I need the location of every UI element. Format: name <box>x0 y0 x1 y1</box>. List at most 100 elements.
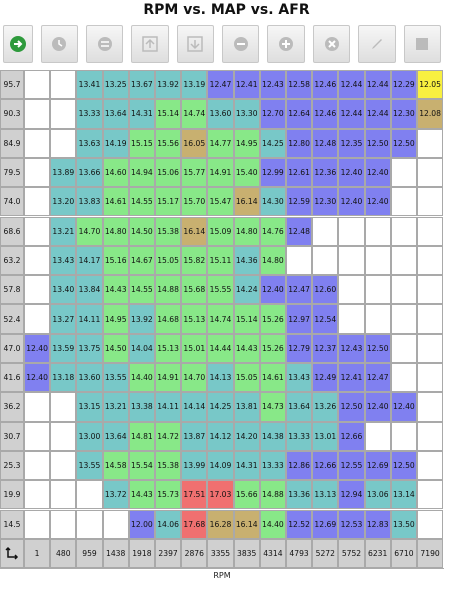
afr-cell[interactable]: 15.17 <box>155 187 182 217</box>
afr-cell[interactable]: 15.09 <box>207 216 234 246</box>
afr-cell[interactable]: 13.25 <box>102 70 129 100</box>
afr-cell[interactable]: 12.05 <box>417 70 444 100</box>
afr-cell[interactable]: 13.20 <box>50 187 77 217</box>
afr-cell[interactable]: 12.43 <box>259 70 286 100</box>
afr-cell[interactable]: 13.63 <box>76 128 103 158</box>
afr-cell[interactable]: 12.48 <box>286 216 313 246</box>
afr-cell[interactable]: 13.15 <box>76 392 103 422</box>
afr-cell[interactable] <box>24 421 51 451</box>
afr-cell[interactable]: 12.40 <box>364 187 391 217</box>
afr-cell[interactable]: 12.50 <box>364 333 391 363</box>
afr-cell[interactable]: 12.44 <box>364 99 391 129</box>
toolbar-stop-button[interactable] <box>403 25 442 63</box>
afr-cell[interactable]: 12.40 <box>259 275 286 305</box>
afr-cell[interactable]: 12.08 <box>417 99 444 129</box>
afr-cell[interactable]: 15.14 <box>233 304 260 334</box>
afr-cell[interactable]: 13.59 <box>50 333 77 363</box>
afr-cell[interactable]: 14.80 <box>259 245 286 276</box>
afr-cell[interactable]: 12.49 <box>312 363 339 393</box>
toolbar-down-button[interactable] <box>176 25 215 63</box>
afr-cell[interactable]: 12.36 <box>312 157 339 188</box>
afr-cell[interactable]: 14.06 <box>155 509 182 539</box>
afr-cell[interactable]: 12.99 <box>259 157 286 188</box>
afr-cell[interactable]: 14.68 <box>155 304 182 334</box>
afr-cell[interactable]: 13.43 <box>286 363 313 393</box>
afr-cell[interactable]: 15.15 <box>128 128 155 158</box>
afr-cell[interactable]: 14.95 <box>233 128 260 158</box>
afr-cell[interactable] <box>417 509 444 539</box>
afr-cell[interactable]: 12.35 <box>338 128 365 158</box>
afr-cell[interactable]: 15.01 <box>181 333 208 363</box>
afr-cell[interactable] <box>390 363 417 393</box>
afr-cell[interactable]: 13.55 <box>76 450 103 481</box>
afr-cell[interactable]: 13.75 <box>76 333 103 363</box>
afr-cell[interactable]: 13.18 <box>50 363 77 393</box>
afr-cell[interactable]: 13.33 <box>259 450 286 481</box>
afr-cell[interactable]: 12.30 <box>390 99 417 129</box>
afr-cell[interactable] <box>338 304 365 334</box>
afr-cell[interactable] <box>24 216 51 246</box>
afr-cell[interactable]: 15.56 <box>155 128 182 158</box>
afr-cell[interactable]: 14.43 <box>233 333 260 363</box>
afr-cell[interactable] <box>312 216 339 246</box>
afr-cell[interactable] <box>24 187 51 217</box>
afr-cell[interactable]: 13.30 <box>233 99 260 129</box>
afr-cell[interactable]: 14.74 <box>181 99 208 129</box>
afr-cell[interactable]: 14.50 <box>102 333 129 363</box>
afr-cell[interactable]: 13.60 <box>207 99 234 129</box>
afr-cell[interactable]: 16.28 <box>207 509 234 539</box>
afr-cell[interactable]: 14.40 <box>128 363 155 393</box>
afr-cell[interactable]: 12.47 <box>207 70 234 100</box>
afr-cell[interactable]: 13.06 <box>364 480 391 510</box>
afr-cell[interactable]: 13.00 <box>76 421 103 451</box>
afr-cell[interactable]: 13.43 <box>50 245 77 276</box>
afr-cell[interactable] <box>417 216 444 246</box>
afr-cell[interactable]: 14.24 <box>233 275 260 305</box>
afr-cell[interactable] <box>364 304 391 334</box>
afr-cell[interactable]: 13.36 <box>286 480 313 510</box>
toolbar-equals-button[interactable] <box>85 25 124 63</box>
afr-cell[interactable]: 12.40 <box>364 157 391 188</box>
afr-cell[interactable]: 14.58 <box>102 450 129 481</box>
afr-cell[interactable]: 14.43 <box>102 275 129 305</box>
afr-cell[interactable]: 13.26 <box>312 392 339 422</box>
afr-cell[interactable] <box>76 480 103 510</box>
afr-cell[interactable]: 14.80 <box>233 216 260 246</box>
afr-cell[interactable]: 16.14 <box>233 509 260 539</box>
afr-cell[interactable]: 14.43 <box>128 480 155 510</box>
afr-cell[interactable]: 15.40 <box>233 157 260 188</box>
afr-cell[interactable] <box>390 187 417 217</box>
afr-cell[interactable]: 14.77 <box>207 128 234 158</box>
afr-cell[interactable]: 12.70 <box>259 99 286 129</box>
afr-cell[interactable]: 12.64 <box>286 99 313 129</box>
afr-cell[interactable] <box>417 304 444 334</box>
afr-cell[interactable] <box>50 509 77 539</box>
afr-cell[interactable]: 15.26 <box>259 304 286 334</box>
afr-cell[interactable]: 14.31 <box>128 99 155 129</box>
afr-cell[interactable]: 13.21 <box>50 216 77 246</box>
afr-cell[interactable]: 13.33 <box>286 421 313 451</box>
afr-cell[interactable]: 12.46 <box>312 99 339 129</box>
afr-cell[interactable]: 13.27 <box>50 304 77 334</box>
afr-cell[interactable]: 12.69 <box>364 450 391 481</box>
afr-cell[interactable]: 15.73 <box>155 480 182 510</box>
afr-cell[interactable]: 14.50 <box>128 216 155 246</box>
afr-cell[interactable] <box>102 509 129 539</box>
afr-cell[interactable]: 12.55 <box>338 450 365 481</box>
afr-cell[interactable]: 14.25 <box>207 392 234 422</box>
afr-cell[interactable] <box>417 450 444 481</box>
afr-cell[interactable] <box>417 128 444 158</box>
afr-cell[interactable] <box>417 245 444 276</box>
afr-cell[interactable]: 12.66 <box>338 421 365 451</box>
afr-cell[interactable]: 14.95 <box>102 304 129 334</box>
afr-cell[interactable]: 13.84 <box>76 275 103 305</box>
afr-cell[interactable]: 12.44 <box>338 99 365 129</box>
afr-cell[interactable]: 15.11 <box>207 245 234 276</box>
afr-cell[interactable]: 14.74 <box>207 304 234 334</box>
afr-cell[interactable]: 12.40 <box>24 333 51 363</box>
afr-cell[interactable]: 13.81 <box>233 392 260 422</box>
afr-cell[interactable]: 12.50 <box>364 128 391 158</box>
afr-cell[interactable]: 14.31 <box>233 450 260 481</box>
afr-cell[interactable]: 12.50 <box>338 392 365 422</box>
afr-cell[interactable]: 12.41 <box>233 70 260 100</box>
